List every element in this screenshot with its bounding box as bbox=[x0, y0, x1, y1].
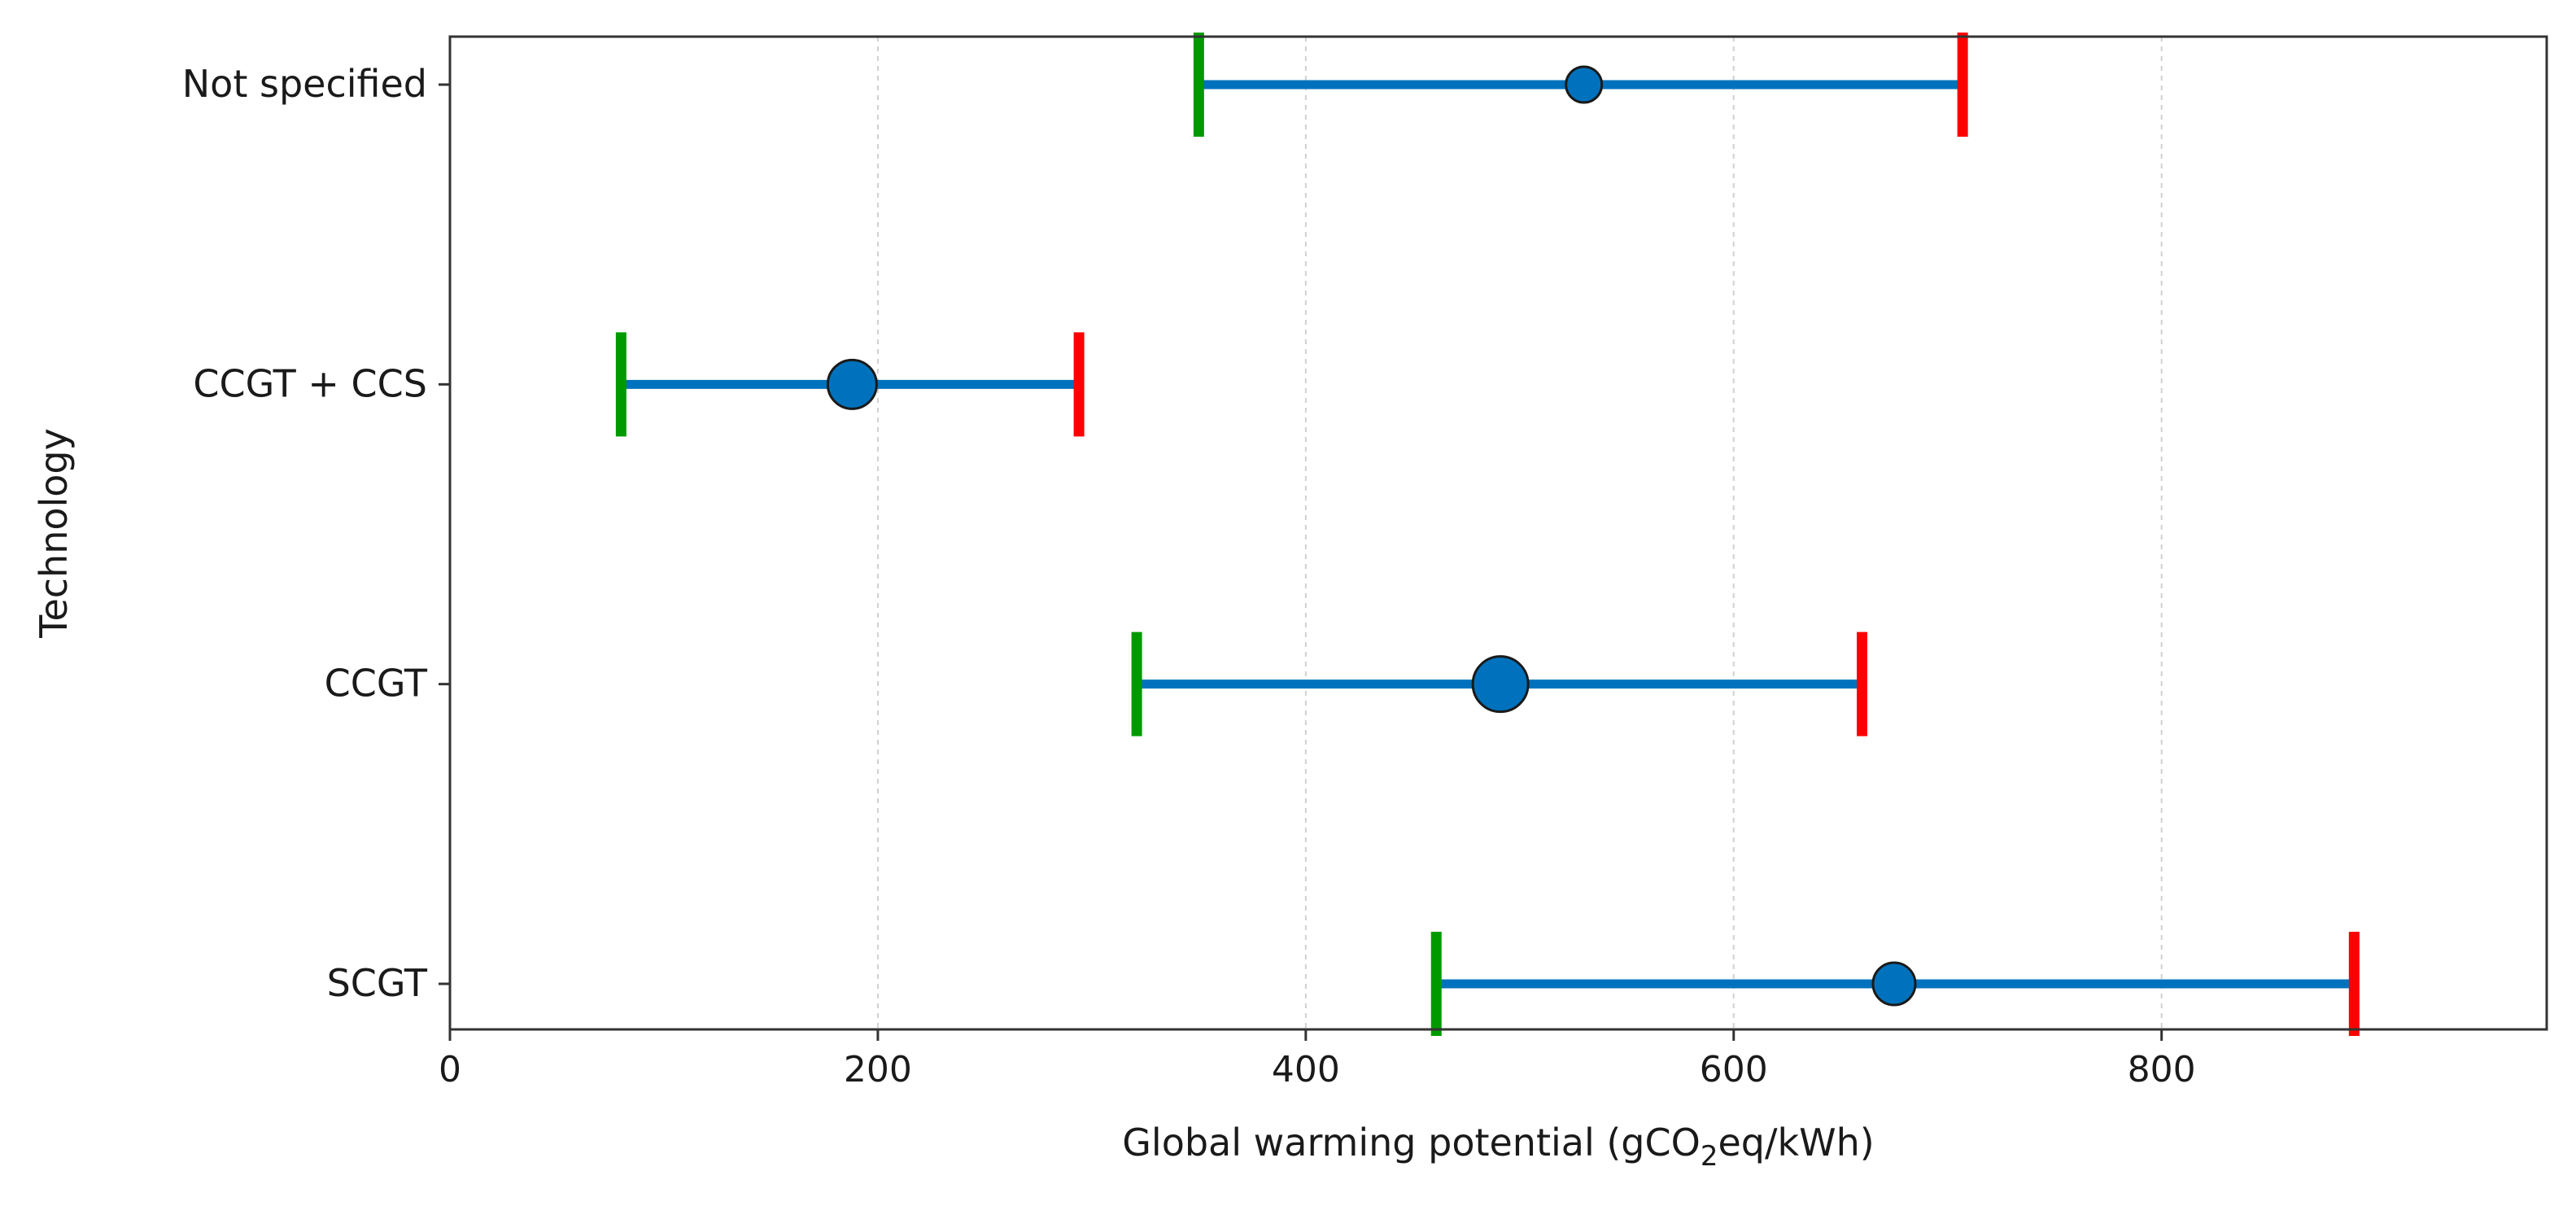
central-marker bbox=[1565, 65, 1604, 104]
x-tick-label: 800 bbox=[2128, 1049, 2196, 1090]
y-tick-label: CCGT bbox=[325, 662, 428, 706]
x-tick-label: 0 bbox=[439, 1049, 461, 1090]
x-tick-label: 200 bbox=[844, 1049, 912, 1090]
y-axis-label: Technology bbox=[32, 428, 76, 639]
axis-layer: 0 200 400 600 800 SCGT CCGT CCGT + CCS Not speci… bbox=[182, 62, 2196, 1090]
x-tick-label: 600 bbox=[1700, 1049, 1768, 1090]
y-tick-label: SCGT bbox=[327, 961, 428, 1005]
plot-frame bbox=[448, 35, 2548, 1031]
central-marker bbox=[1471, 655, 1530, 714]
x-tick-label: 400 bbox=[1272, 1049, 1340, 1090]
x-axis-label-prefix: Global warming potential (gCO bbox=[1122, 1121, 1701, 1164]
y-tick-label: CCGT + CCS bbox=[193, 361, 427, 405]
central-marker bbox=[826, 358, 878, 410]
central-marker bbox=[1871, 961, 1917, 1007]
y-tick-label: Not specified bbox=[182, 62, 427, 106]
grid-layer bbox=[876, 37, 2163, 1029]
x-axis-label-suffix: eq/kWh) bbox=[1718, 1121, 1874, 1164]
marks-layer bbox=[615, 33, 2360, 1036]
x-axis-label-subscript: 2 bbox=[1701, 1140, 1718, 1173]
x-axis-label: Global warming potential (gCO2eq/kWh) bbox=[1122, 1121, 1874, 1173]
